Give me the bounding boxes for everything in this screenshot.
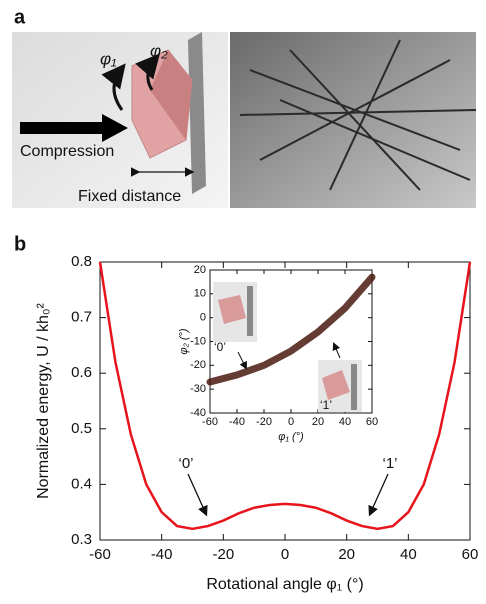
- y-tick-label: 0.5: [71, 420, 92, 437]
- compression-label: Compression: [20, 143, 114, 160]
- y-tick-label: -40: [190, 407, 206, 419]
- y-tick-label: -20: [190, 359, 206, 371]
- x-tick-label: 40: [339, 416, 351, 428]
- x-axis-label: φ₁ (°): [278, 431, 304, 443]
- x-tick-label: 60: [366, 416, 378, 428]
- y-tick-label: 0: [200, 312, 206, 324]
- x-axis-label: Rotational angle φ₁ (°): [206, 576, 363, 593]
- x-tick-label: -40: [151, 546, 173, 563]
- x-tick-label: -40: [229, 416, 245, 428]
- x-tick-label: -20: [212, 546, 234, 563]
- panel-label: a: [14, 6, 26, 28]
- inset-annotation: ‘1’: [320, 398, 332, 412]
- x-tick-label: 20: [312, 416, 324, 428]
- distance-label: Fixed distance: [78, 188, 181, 205]
- x-tick-label: -60: [89, 546, 111, 563]
- annotation: ‘1’: [382, 455, 397, 472]
- inset-annotation: ‘0’: [214, 340, 226, 354]
- panel-label: b: [14, 233, 26, 255]
- x-tick-label: 20: [338, 546, 355, 563]
- y-axis-label: Normalized energy, U / kh₀²: [35, 302, 52, 498]
- annotation-arrow: [370, 474, 388, 514]
- y-tick-label: 0.4: [71, 475, 92, 492]
- page: {"figure_a": {"label": "a", "labels": ["…: [0, 0, 486, 599]
- x-tick-label: 60: [462, 546, 479, 563]
- x-tick-label: -20: [256, 416, 272, 428]
- y-axis-label: φ₂ (°): [178, 328, 190, 354]
- photo: [230, 32, 476, 208]
- x-tick-label: 0: [281, 546, 289, 563]
- x-tick-label: 0: [288, 416, 294, 428]
- state-plate: [247, 286, 253, 336]
- y-tick-label: 0.8: [71, 253, 92, 270]
- y-tick-label: 20: [194, 264, 206, 276]
- y-tick-label: 0.6: [71, 364, 92, 381]
- y-tick-label: -10: [190, 335, 206, 347]
- phi2-label: φ₂: [150, 41, 168, 60]
- y-tick-label: 0.3: [71, 531, 92, 548]
- figure: a φ₁ φ₂ Compression Fixed distance -60 -4…: [0, 0, 486, 599]
- y-tick-label: -30: [190, 383, 206, 395]
- y-tick-label: 0.7: [71, 309, 92, 326]
- annotation-arrow: [188, 474, 206, 514]
- annotation: ‘0’: [178, 455, 193, 472]
- phi1-label: φ₁: [100, 49, 116, 68]
- state-plate: [351, 364, 357, 410]
- x-tick-label: 40: [400, 546, 417, 563]
- y-tick-label: 10: [194, 288, 206, 300]
